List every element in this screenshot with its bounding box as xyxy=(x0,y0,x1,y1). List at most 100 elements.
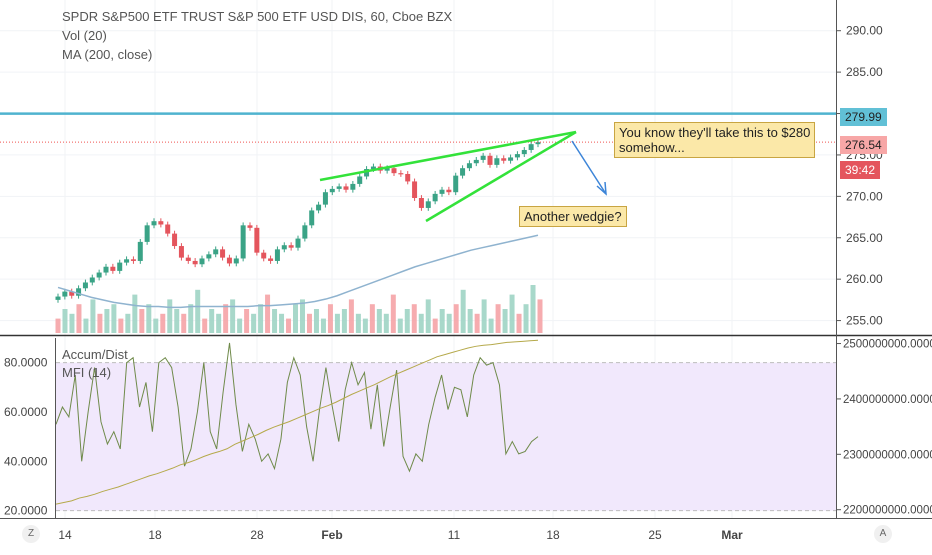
mfi-tick-label-3: 20.0000 xyxy=(4,504,48,518)
candle-body-4 xyxy=(82,282,88,289)
volume-bar-22 xyxy=(209,309,215,333)
candle-body-61 xyxy=(473,159,479,164)
candle-body-22 xyxy=(206,254,212,259)
callout-note-wedgie[interactable]: Another wedgie? xyxy=(519,206,627,227)
ad-tick-label-2: 2300000000.0000 xyxy=(843,449,932,461)
chart-title: SPDR S&P500 ETF TRUST S&P 500 ETF USD DI… xyxy=(62,9,453,24)
candle-body-36 xyxy=(302,225,308,239)
candle-body-46 xyxy=(370,166,376,170)
candle-body-33 xyxy=(281,245,287,250)
volume-bar-59 xyxy=(467,309,473,333)
mfi-band xyxy=(56,362,836,511)
volume-bar-52 xyxy=(418,313,424,333)
volume-bar-68 xyxy=(530,285,536,333)
candle-body-66 xyxy=(508,157,514,161)
volume-bar-3 xyxy=(76,304,82,333)
volume-bar-51 xyxy=(411,304,417,333)
candle-body-67 xyxy=(514,154,520,158)
volume-bar-8 xyxy=(111,304,117,333)
candle-body-17 xyxy=(172,233,178,247)
time-tick-label-6: 25 xyxy=(648,528,662,542)
candle-body-69 xyxy=(528,144,534,150)
volume-bar-69 xyxy=(537,299,543,333)
price-tag-279: 279.99 xyxy=(840,108,887,126)
volume-bar-12 xyxy=(139,309,145,333)
zoom-reset-button[interactable]: Z xyxy=(22,525,40,543)
volume-bar-29 xyxy=(258,304,264,333)
candle-body-60 xyxy=(466,163,472,169)
candle-body-6 xyxy=(96,272,102,278)
callout-note-280[interactable]: You know they'll take this to $280 someh… xyxy=(614,122,816,158)
volume-bar-2 xyxy=(69,313,75,333)
legend-vol[interactable]: Vol (20) xyxy=(62,28,107,43)
candle-body-59 xyxy=(460,168,466,176)
volume-bar-48 xyxy=(390,294,396,333)
volume-bar-44 xyxy=(362,318,368,333)
volume-bar-10 xyxy=(125,313,131,333)
candle-body-54 xyxy=(425,201,431,208)
price-tick-label-1: 285.00 xyxy=(846,65,883,79)
volume-bar-30 xyxy=(265,294,271,333)
volume-bar-15 xyxy=(160,313,166,333)
auto-scale-button[interactable]: A xyxy=(874,525,892,543)
time-tick-label-4: 11 xyxy=(448,528,461,542)
wedge-upper-line xyxy=(319,130,577,182)
volume-bar-42 xyxy=(348,299,354,333)
accum-dist-line xyxy=(55,339,539,505)
mfi-tick-label-1: 60.0000 xyxy=(4,405,48,419)
projection-arrow-head xyxy=(596,181,607,196)
candle-body-68 xyxy=(521,149,527,155)
time-tick-label-0: 14 xyxy=(58,528,72,542)
volume-bar-58 xyxy=(460,289,466,333)
ad-tick-label-0: 2500000000.0000 xyxy=(843,339,932,351)
volume-bar-63 xyxy=(495,304,501,333)
volume-bar-7 xyxy=(104,309,110,333)
legend-ma[interactable]: MA (200, close) xyxy=(62,47,153,62)
legend-accum-dist[interactable]: Accum/Dist xyxy=(62,347,128,362)
candle-body-15 xyxy=(158,221,164,225)
candle-body-27 xyxy=(240,225,246,259)
volume-bar-4 xyxy=(83,318,89,333)
volume-bar-0 xyxy=(55,318,61,333)
candle-body-9 xyxy=(117,262,123,271)
candle-body-35 xyxy=(295,238,301,248)
candle-body-53 xyxy=(418,198,424,208)
volume-bar-49 xyxy=(397,318,403,333)
volume-bar-64 xyxy=(502,309,508,333)
candle-body-14 xyxy=(151,221,157,226)
candle-body-3 xyxy=(76,288,82,296)
candle-body-41 xyxy=(336,186,342,189)
price-tick-label-6: 260.00 xyxy=(846,272,883,286)
volume-bar-9 xyxy=(118,318,124,333)
volume-bar-31 xyxy=(272,309,278,333)
volume-bar-41 xyxy=(341,309,347,333)
volume-bar-67 xyxy=(523,304,529,333)
volume-bar-62 xyxy=(488,318,494,333)
candle-body-7 xyxy=(103,266,109,273)
candle-body-55 xyxy=(432,193,438,202)
candle-body-52 xyxy=(412,181,418,199)
candle-body-10 xyxy=(124,259,130,263)
candle-body-38 xyxy=(316,204,322,211)
candle-body-31 xyxy=(268,258,274,261)
volume-bar-39 xyxy=(327,304,333,333)
axes: 290.00285.00280.00275.00270.00265.00260.… xyxy=(0,0,932,542)
volume-bar-1 xyxy=(62,309,68,333)
mfi-tick-label-2: 40.0000 xyxy=(4,454,48,468)
ad-tick-label-3: 2200000000.0000 xyxy=(843,505,932,517)
candle-body-25 xyxy=(226,257,232,264)
legend-mfi[interactable]: MFI (14) xyxy=(62,365,112,380)
price-tick-label-4: 270.00 xyxy=(846,189,883,203)
candle-body-50 xyxy=(398,173,404,175)
volume-bar-47 xyxy=(383,313,389,333)
candle-body-26 xyxy=(233,258,239,264)
price-tick-label-5: 265.00 xyxy=(846,231,883,245)
candle-body-24 xyxy=(220,249,226,258)
volume-bar-32 xyxy=(279,313,285,333)
volume-bar-27 xyxy=(244,309,250,333)
volume-bar-19 xyxy=(188,304,194,333)
candle-body-48 xyxy=(384,168,390,171)
candle-body-5 xyxy=(89,277,95,283)
candle-body-64 xyxy=(494,158,500,165)
